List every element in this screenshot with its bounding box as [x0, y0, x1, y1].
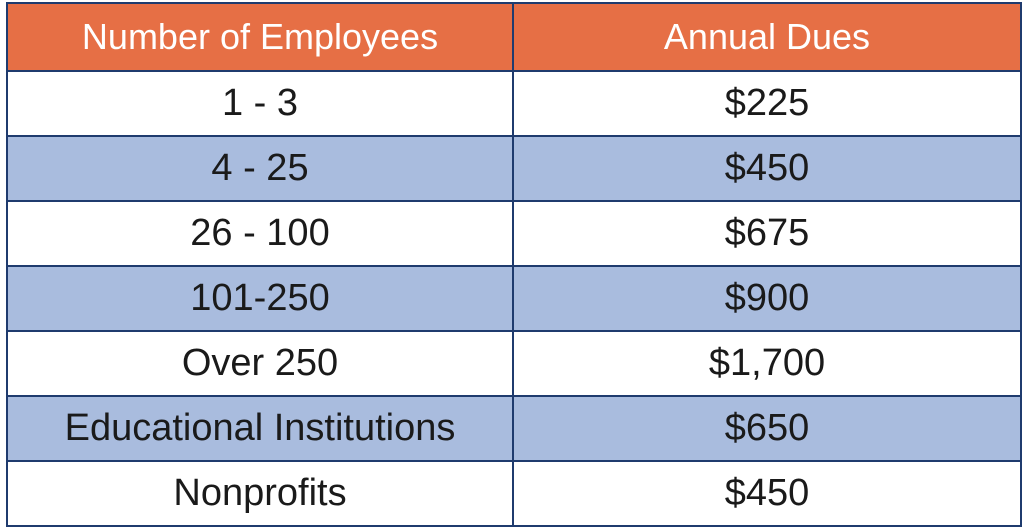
- dues-cell: $1,700: [512, 330, 1022, 397]
- header-number-of-employees: Number of Employees: [6, 2, 514, 72]
- employees-cell: 4 - 25: [6, 135, 514, 202]
- employees-cell: 26 - 100: [6, 200, 514, 267]
- table-row: Over 250 $1,700: [6, 330, 1022, 397]
- table-row: Educational Institutions $650: [6, 395, 1022, 462]
- dues-cell: $650: [512, 395, 1022, 462]
- dues-cell: $900: [512, 265, 1022, 332]
- employees-cell: Nonprofits: [6, 460, 514, 527]
- table-row: 1 - 3 $225: [6, 70, 1022, 137]
- table-body: 1 - 3 $225 4 - 25 $450 26 - 100 $675 101…: [6, 70, 1022, 527]
- employees-cell: 101-250: [6, 265, 514, 332]
- header-annual-dues: Annual Dues: [512, 2, 1022, 72]
- table-row: 4 - 25 $450: [6, 135, 1022, 202]
- employees-cell: 1 - 3: [6, 70, 514, 137]
- dues-cell: $450: [512, 460, 1022, 527]
- employees-cell: Over 250: [6, 330, 514, 397]
- table-header: Number of Employees Annual Dues: [6, 2, 1022, 72]
- table-row: 101-250 $900: [6, 265, 1022, 332]
- employees-cell: Educational Institutions: [6, 395, 514, 462]
- annual-dues-table: Number of Employees Annual Dues 1 - 3 $2…: [6, 2, 1022, 527]
- dues-cell: $225: [512, 70, 1022, 137]
- dues-cell: $450: [512, 135, 1022, 202]
- table-row: Nonprofits $450: [6, 460, 1022, 527]
- table-row: 26 - 100 $675: [6, 200, 1022, 267]
- header-row: Number of Employees Annual Dues: [6, 2, 1022, 72]
- dues-cell: $675: [512, 200, 1022, 267]
